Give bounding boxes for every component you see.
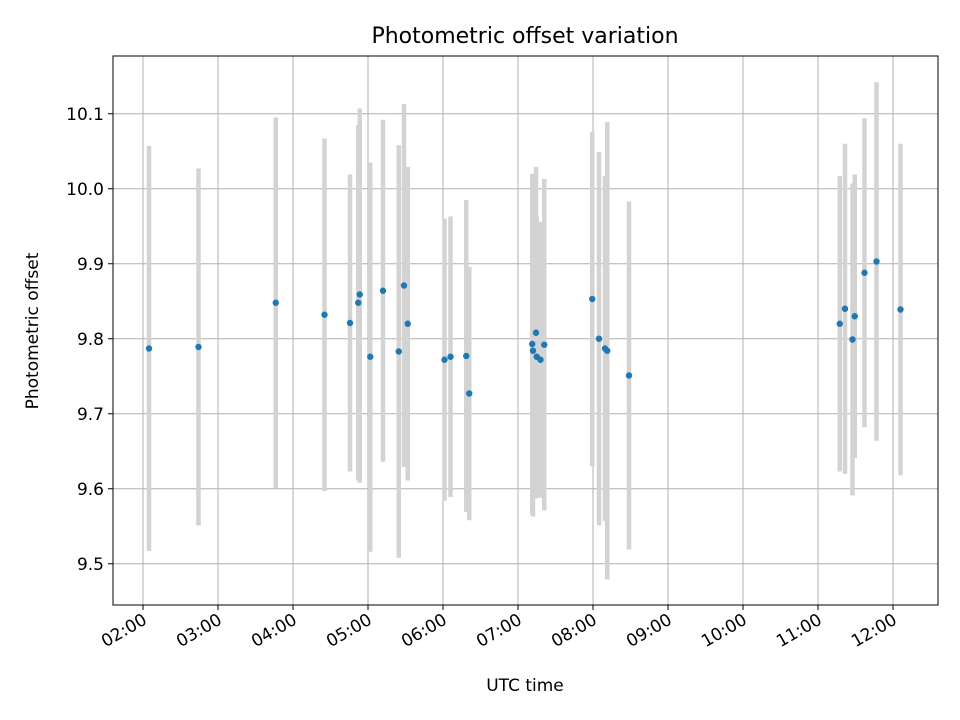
data-point bbox=[625, 372, 633, 379]
x-axis-ticks: 02:00 03:00 04:00 05:00 06:00 07:00 08:00 09:00… bbox=[98, 605, 901, 652]
y-tick-label: 9.5 bbox=[77, 555, 104, 575]
y-tick-label: 10.1 bbox=[66, 105, 104, 125]
data-point bbox=[395, 348, 402, 355]
data-point bbox=[404, 320, 411, 327]
data-point bbox=[441, 356, 448, 363]
x-axis-label: UTC time bbox=[486, 676, 564, 696]
data-point bbox=[537, 356, 544, 363]
data-points bbox=[145, 258, 904, 397]
y-tick-label: 9.6 bbox=[77, 480, 104, 500]
data-point bbox=[379, 287, 387, 294]
data-point bbox=[463, 352, 470, 360]
data-point bbox=[356, 291, 363, 298]
data-point bbox=[529, 340, 536, 348]
data-point bbox=[321, 311, 328, 318]
data-point bbox=[841, 305, 849, 312]
data-point bbox=[595, 335, 603, 342]
data-point bbox=[466, 390, 473, 397]
x-tick-label: 07:00 bbox=[473, 610, 525, 652]
x-tick-label: 10:00 bbox=[698, 610, 750, 652]
data-point bbox=[604, 347, 611, 354]
data-point bbox=[873, 258, 880, 265]
data-point bbox=[541, 341, 548, 348]
x-tick-label: 11:00 bbox=[773, 610, 825, 652]
y-tick-label: 9.9 bbox=[77, 255, 104, 275]
data-point bbox=[447, 353, 454, 360]
x-tick-label: 04:00 bbox=[248, 610, 300, 652]
data-point bbox=[532, 329, 540, 336]
data-point bbox=[836, 320, 843, 327]
x-tick-label: 02:00 bbox=[98, 610, 150, 652]
x-tick-label: 06:00 bbox=[398, 610, 450, 652]
data-point bbox=[400, 282, 408, 289]
data-point bbox=[272, 299, 279, 306]
data-point bbox=[589, 295, 596, 303]
y-axis-ticks: 9.5 9.6 9.7 9.8 9.9 10.0 10.1 bbox=[66, 105, 113, 575]
y-axis-label: Photometric offset bbox=[23, 252, 43, 409]
data-point bbox=[849, 336, 856, 343]
data-point bbox=[355, 299, 362, 306]
x-tick-label: 12:00 bbox=[848, 610, 900, 652]
chart-title: Photometric offset variation bbox=[371, 24, 678, 49]
y-tick-label: 9.8 bbox=[77, 330, 104, 350]
data-point bbox=[861, 269, 868, 276]
errorbars bbox=[146, 82, 903, 580]
y-tick-label: 9.7 bbox=[77, 405, 104, 425]
data-point bbox=[195, 343, 202, 351]
data-point bbox=[529, 347, 537, 354]
data-point bbox=[367, 353, 374, 360]
data-point bbox=[851, 313, 858, 320]
data-point bbox=[145, 345, 153, 352]
plot-frame bbox=[112, 55, 939, 606]
data-point bbox=[897, 306, 904, 313]
x-tick-label: 03:00 bbox=[173, 610, 225, 652]
x-tick-label: 05:00 bbox=[323, 610, 375, 652]
y-tick-label: 10.0 bbox=[66, 180, 104, 200]
data-point bbox=[346, 319, 354, 327]
x-tick-label: 08:00 bbox=[548, 610, 600, 652]
grid bbox=[113, 56, 938, 605]
x-tick-label: 09:00 bbox=[623, 610, 675, 652]
